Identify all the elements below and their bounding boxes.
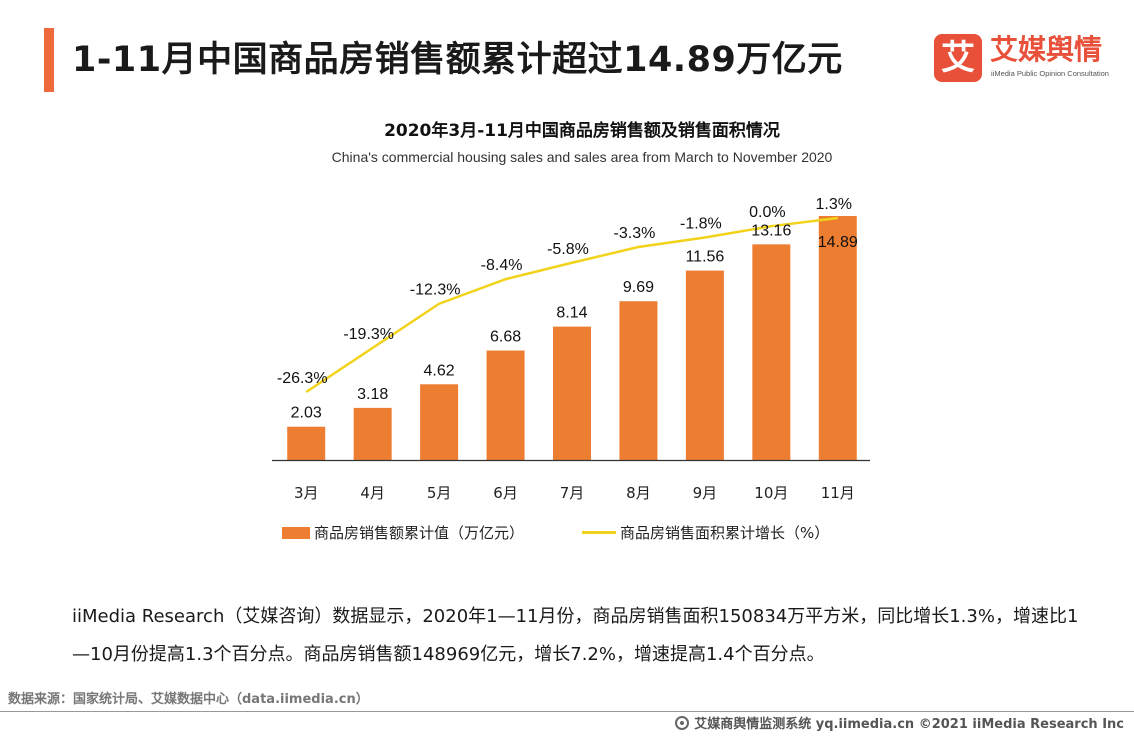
x-tick-label-5: 8月 [626, 484, 651, 502]
legend-line-swatch-icon [582, 531, 616, 534]
logo-name: 艾媒舆情 [990, 33, 1103, 66]
bar-value-label-2: 4.62 [424, 362, 455, 379]
legend-bar-swatch-icon [282, 526, 310, 539]
bar-2 [420, 384, 459, 460]
footer-text: 艾媒商舆情监测系统 yq.iimedia.cn ©2021 iiMedia Re… [694, 717, 1124, 732]
x-tick-label-1: 4月 [360, 484, 385, 502]
bar-3 [486, 350, 525, 460]
brand-logo: 艾 艾媒舆情 iiMedia Public Opinion Consultati… [934, 34, 1114, 90]
footer-divider [0, 711, 1134, 712]
line-value-label-0: -26.3% [277, 370, 328, 387]
page-title: 1-11月中国商品房销售额累计超过14.89万亿元 [72, 40, 843, 80]
line-value-label-1: -19.3% [343, 326, 394, 343]
bar-value-label-7: 13.16 [751, 222, 791, 239]
bar-value-label-0: 2.03 [291, 405, 322, 422]
bar-5 [619, 301, 658, 460]
bar-1 [353, 407, 392, 460]
x-tick-label-0: 3月 [294, 484, 319, 502]
legend-label-sales: 商品房销售额累计值（万亿元） [314, 524, 525, 542]
line-value-label-6: -1.8% [680, 216, 722, 233]
x-tick-label-6: 9月 [693, 484, 718, 502]
bar-value-label-6: 11.56 [685, 249, 724, 266]
bar-8 [818, 216, 857, 460]
chart-title: 2020年3月-11月中国商品房销售额及销售面积情况 [384, 121, 780, 141]
bar-value-label-8: 14.89 [818, 234, 858, 251]
line-value-label-4: -5.8% [547, 241, 589, 258]
line-value-label-5: -3.3% [614, 225, 656, 242]
bar-value-label-3: 6.68 [490, 329, 521, 346]
bar-value-label-1: 3.18 [357, 386, 388, 403]
bar-4 [553, 326, 591, 460]
legend-label-area-growth: 商品房销售面积累计增长（%） [620, 524, 830, 542]
line-value-label-8: 1.3% [816, 196, 852, 213]
title-accent-bar [44, 28, 54, 92]
footer: 艾媒商舆情监测系统 yq.iimedia.cn ©2021 iiMedia Re… [675, 713, 1124, 732]
legend-item-area-growth: 商品房销售面积累计增长（%） [582, 522, 829, 543]
line-value-label-3: -8.4% [481, 257, 523, 274]
bar-6 [685, 270, 724, 460]
line-value-label-7: 0.0% [749, 204, 785, 221]
x-tick-label-7: 10月 [754, 484, 788, 502]
bar-7 [752, 244, 791, 460]
legend-item-sales: 商品房销售额累计值（万亿元） [282, 522, 524, 543]
bar-value-label-4: 8.14 [556, 305, 587, 322]
chart-subtitle: China's commercial housing sales and sal… [331, 149, 833, 165]
line-value-label-2: -12.3% [410, 282, 461, 299]
summary-paragraph: iiMedia Research（艾媒咨询）数据显示，2020年1—11月份，商… [72, 606, 1079, 665]
series-line [305, 216, 838, 394]
globe-icon [675, 715, 690, 730]
data-source-note: 数据来源：国家统计局、艾媒数据中心（data.iimedia.cn） [8, 692, 369, 707]
x-tick-label-8: 11月 [821, 484, 855, 502]
bar-0 [287, 426, 326, 460]
logo-subtitle: iiMedia Public Opinion Consultation [991, 69, 1109, 78]
x-tick-label-2: 5月 [427, 484, 452, 502]
logo-mark: 艾 [934, 34, 982, 82]
x-tick-label-4: 7月 [560, 484, 585, 502]
x-tick-label-3: 6月 [493, 484, 518, 502]
bar-value-label-5: 9.69 [623, 279, 654, 296]
